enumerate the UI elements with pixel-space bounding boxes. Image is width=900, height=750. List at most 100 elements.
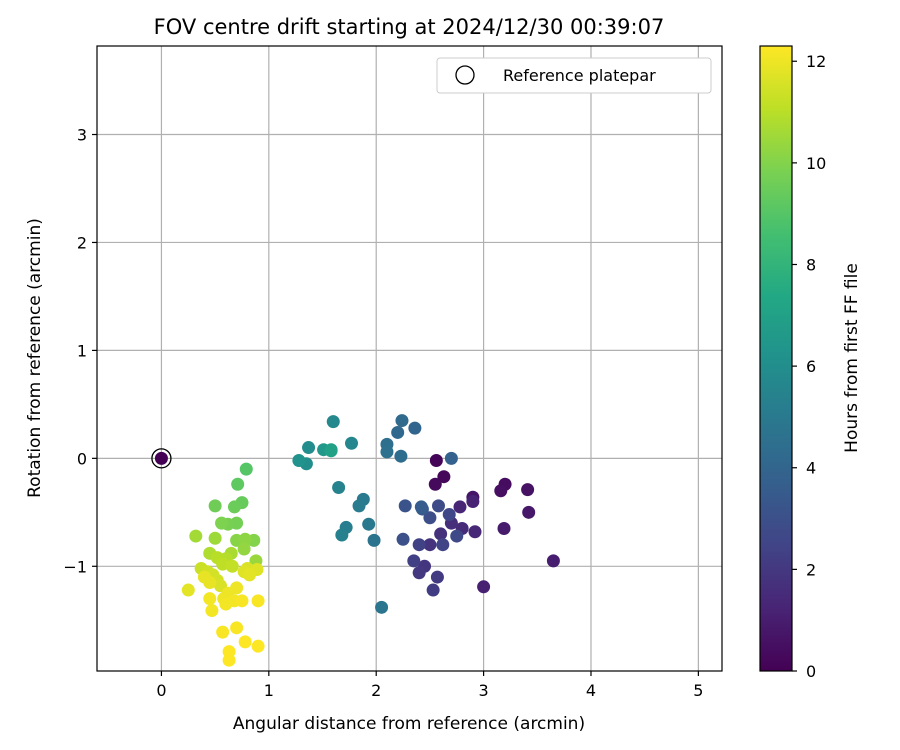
scatter-point <box>292 454 306 468</box>
legend-box <box>436 57 712 94</box>
chart-title: FOV centre drift starting at 2024/12/30 … <box>154 15 665 39</box>
scatter-point <box>436 538 450 552</box>
scatter-point <box>407 554 421 568</box>
colorbar-tick-label: 8 <box>806 255 816 274</box>
colorbar-label: Hours from first FF file <box>842 263 862 453</box>
scatter-point <box>332 480 346 494</box>
scatter-point <box>189 529 203 543</box>
scatter-point <box>428 477 442 491</box>
scatter-point <box>434 527 448 541</box>
scatter-point <box>391 425 405 439</box>
scatter-point <box>430 570 444 584</box>
scatter-point <box>216 625 230 639</box>
plot-frame <box>96 45 723 672</box>
y-tick-label: 1 <box>77 341 87 360</box>
scatter-point <box>466 495 480 509</box>
scatter-point <box>450 529 464 543</box>
colorbar-tick-label: 2 <box>806 560 816 579</box>
legend-marker-icon <box>455 65 475 85</box>
scatter-point <box>468 525 482 539</box>
scatter-point <box>208 499 222 513</box>
scatter-point <box>362 517 376 531</box>
scatter-point <box>497 522 511 536</box>
reference-ring <box>151 448 172 469</box>
scatter-point <box>431 499 445 513</box>
data-points <box>151 414 560 667</box>
grid-lines <box>97 46 722 671</box>
colorbar-tick-label: 10 <box>806 154 826 173</box>
colorbar-ticks: 0 2 4 6 8 10 12 <box>792 52 826 681</box>
scatter-point <box>423 511 437 525</box>
y-axis-label: Rotation from reference (arcmin) <box>25 218 45 498</box>
scatter-point <box>205 604 219 618</box>
scatter-point <box>394 449 408 463</box>
scatter-point <box>414 500 428 514</box>
x-tick-label: 1 <box>264 681 274 700</box>
scatter-point <box>412 538 426 552</box>
scatter-point <box>251 594 265 608</box>
reference-point <box>154 451 168 465</box>
scatter-point <box>181 583 195 597</box>
scatter-point <box>197 570 211 584</box>
legend: Reference platepar <box>436 57 712 94</box>
scatter-point <box>235 594 249 608</box>
scatter-point <box>395 414 409 428</box>
scatter-point <box>335 528 349 542</box>
scatter-point <box>230 621 244 635</box>
scatter-point <box>444 451 458 465</box>
x-tick-label: 4 <box>586 681 596 700</box>
scatter-point <box>324 444 338 458</box>
scatter-point <box>238 635 252 649</box>
scatter-point <box>437 470 451 484</box>
x-tick-label: 2 <box>371 681 381 700</box>
scatter-point <box>222 653 236 667</box>
colorbar-tick-label: 4 <box>806 459 816 478</box>
colorbar-tick-label: 12 <box>806 52 826 71</box>
scatter-point <box>345 436 359 450</box>
y-tick-label: 3 <box>77 126 87 145</box>
y-axis-ticks: −1 0 1 2 3 <box>63 126 97 576</box>
scatter-point <box>326 415 340 429</box>
scatter-point <box>227 500 241 514</box>
scatter-point <box>352 499 366 513</box>
scatter-point <box>521 483 535 497</box>
scatter-point <box>546 554 560 568</box>
scatter-point <box>426 583 440 597</box>
scatter-point <box>237 542 251 556</box>
x-tick-label: 5 <box>693 681 703 700</box>
y-tick-label: 2 <box>77 233 87 252</box>
y-tick-label: 0 <box>77 449 87 468</box>
scatter-point <box>208 531 222 545</box>
scatter-point <box>375 600 389 614</box>
scatter-point <box>442 507 456 521</box>
scatter-point <box>423 538 437 552</box>
scatter-point <box>453 500 467 514</box>
scatter-point <box>215 516 229 530</box>
x-axis-ticks: 0 1 2 3 4 5 <box>156 671 703 700</box>
scatter-point <box>494 484 508 498</box>
x-axis-label: Angular distance from reference (arcmin) <box>233 714 585 734</box>
x-tick-label: 0 <box>156 681 166 700</box>
colorbar-tick-label: 0 <box>806 662 816 681</box>
legend-entry-reference: Reference platepar <box>503 66 656 85</box>
scatter-point <box>216 557 230 571</box>
scatter-point <box>398 499 412 513</box>
scatter-point <box>238 532 252 546</box>
colorbar-tick-label: 6 <box>806 357 816 376</box>
scatter-point <box>396 532 410 546</box>
scatter-point <box>242 568 256 582</box>
scatter-point <box>239 462 253 476</box>
scatter-point <box>203 592 217 606</box>
scatter-point <box>429 454 443 468</box>
scatter-point <box>380 445 394 459</box>
scatter-point <box>477 580 491 594</box>
y-tick-label: −1 <box>63 557 87 576</box>
scatter-point <box>522 505 536 519</box>
colorbar <box>759 45 793 672</box>
scatter-point <box>225 559 239 573</box>
x-tick-label: 3 <box>479 681 489 700</box>
scatter-point <box>251 639 265 653</box>
scatter-point <box>408 421 422 435</box>
scatter-point <box>412 566 426 580</box>
